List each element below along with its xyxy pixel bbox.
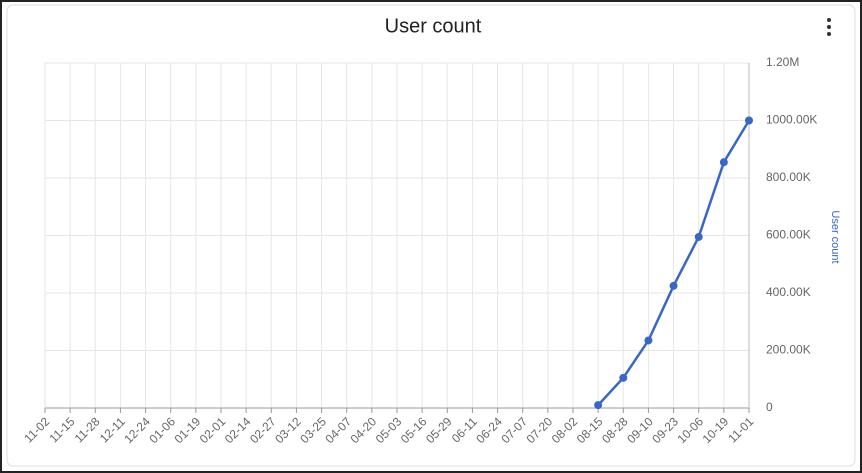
menu-icon[interactable] <box>827 18 831 36</box>
y-tick-label: 400.00K <box>766 285 811 299</box>
point <box>669 281 678 290</box>
y-tick-label: 600.00K <box>766 228 811 242</box>
point <box>594 401 603 410</box>
point <box>644 336 653 345</box>
chart-title: User count <box>385 15 482 37</box>
y-tick-label: 200.00K <box>766 343 811 357</box>
point <box>745 116 753 125</box>
y-tick-label: 800.00K <box>766 170 811 184</box>
y-tick-label: 1000.00K <box>766 113 817 127</box>
y-tick-label: 0 <box>766 400 773 414</box>
point <box>719 158 728 167</box>
y-tick-label: 1.20M <box>766 55 799 69</box>
point <box>694 232 703 241</box>
y-axis-title: User count <box>829 210 841 263</box>
point <box>619 373 628 382</box>
